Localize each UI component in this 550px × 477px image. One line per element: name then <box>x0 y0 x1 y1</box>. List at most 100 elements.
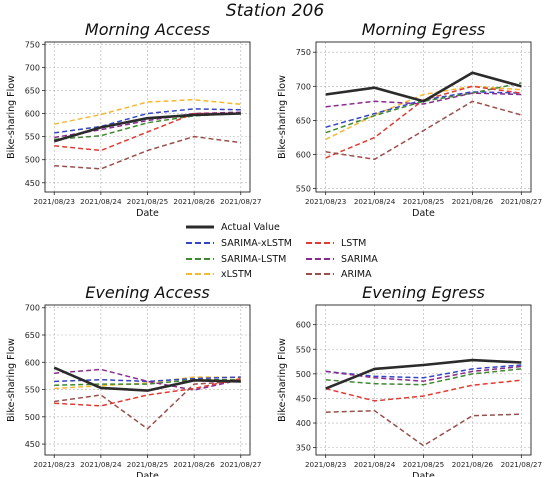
series-line-actual-value <box>53 112 241 143</box>
x-tick-label: 2021/08/26 <box>452 197 494 206</box>
plot-frame <box>315 304 532 456</box>
legend-label-xlstm: xLSTM <box>221 268 252 280</box>
legend-item-xlstm: xLSTM <box>186 267 252 281</box>
x-tick-label: 2021/08/24 <box>80 460 122 469</box>
series-line-xlstm <box>325 85 522 141</box>
series-line-xlstm <box>54 376 241 390</box>
legend-swatch-arima <box>306 273 334 275</box>
x-tick-label: 2021/08/27 <box>501 460 542 469</box>
series-line-actual-value <box>325 358 522 390</box>
x-axis-label: Date <box>136 208 159 219</box>
x-tick-label: 2021/08/23 <box>34 460 75 469</box>
y-tick-label: 600 <box>296 151 311 160</box>
legend-swatch-xlstm <box>186 273 214 275</box>
legend-item-lstm: LSTM <box>306 236 366 250</box>
y-tick-label: 550 <box>296 185 311 194</box>
x-tick-label: 2021/08/24 <box>354 460 396 469</box>
y-tick-label: 500 <box>25 413 40 422</box>
legend: Actual Value SARIMA-xLSTM SARIMA-LSTM xL… <box>182 218 402 280</box>
y-tick-label: 700 <box>25 304 40 313</box>
y-axis-label: Bike-sharing Flow <box>6 75 17 159</box>
series-line-sarima-xlstm <box>54 376 241 383</box>
y-tick-label: 400 <box>296 419 311 428</box>
figure-title: Station 206 <box>225 1 325 21</box>
legend-label-sarima-lstm: SARIMA-LSTM <box>221 253 287 265</box>
legend-swatch-actual-value <box>186 225 214 229</box>
y-axis-label: Bike-sharing Flow <box>277 338 288 422</box>
y-tick-label: 650 <box>25 86 40 95</box>
x-tick-label: 2021/08/24 <box>80 197 122 206</box>
y-tick-label: 450 <box>25 440 40 449</box>
x-axis-label: Date <box>136 471 159 477</box>
x-tick-label: 2021/08/23 <box>34 197 75 206</box>
series-line-actual-value <box>53 366 241 392</box>
panel-evening-access: 450 500 550 600 650 700 2021/08/23 2021/08/24 20… <box>6 283 261 477</box>
y-tick-label: 550 <box>296 345 311 354</box>
legend-item-sarima-lstm: SARIMA-LSTM <box>186 252 286 266</box>
x-tick-label: 2021/08/25 <box>403 460 444 469</box>
y-tick-label: 550 <box>25 386 40 395</box>
y-tick-label: 650 <box>296 116 311 125</box>
series-line-arima <box>54 380 241 430</box>
legend-label-sarima: SARIMA <box>341 253 378 265</box>
legend-swatch-sarima-xlstm <box>186 242 214 244</box>
legend-item-sarima: SARIMA <box>306 252 378 266</box>
x-axis-label: Date <box>412 471 435 477</box>
legend-item-arima: ARIMA <box>306 267 372 281</box>
y-tick-label: 700 <box>296 82 311 91</box>
plot-frame <box>315 41 532 193</box>
legend-swatch-sarima-lstm <box>186 258 214 260</box>
x-tick-label: 2021/08/26 <box>173 460 215 469</box>
series-line-arima <box>54 135 241 170</box>
series-line-arima <box>325 100 522 161</box>
y-tick-label: 600 <box>25 358 40 367</box>
legend-item-actual-value: Actual Value <box>186 220 280 234</box>
panel-morning-access: 450 500 550 600 650 700 750 2021/08/23 2021/08/2… <box>6 20 261 219</box>
legend-label-arima: ARIMA <box>341 268 372 280</box>
x-tick-label: 2021/08/27 <box>501 197 542 206</box>
x-tick-label: 2021/08/26 <box>452 460 494 469</box>
chart-title: Morning Egress <box>362 20 486 39</box>
legend-swatch-sarima <box>306 258 334 260</box>
y-axis-label: Bike-sharing Flow <box>6 338 17 422</box>
y-tick-label: 500 <box>296 370 311 379</box>
y-tick-label: 750 <box>296 48 311 57</box>
series-line-sarima-lstm <box>325 368 522 386</box>
x-tick-label: 2021/08/27 <box>220 460 261 469</box>
x-tick-label: 2021/08/25 <box>403 197 444 206</box>
x-tick-label: 2021/08/24 <box>354 197 396 206</box>
series-line-lstm <box>325 379 522 402</box>
y-tick-label: 500 <box>25 156 40 165</box>
y-tick-label: 600 <box>296 321 311 330</box>
y-tick-label: 450 <box>296 394 311 403</box>
x-tick-label: 2021/08/25 <box>127 197 168 206</box>
x-tick-label: 2021/08/26 <box>173 197 215 206</box>
plot-frame <box>44 304 251 456</box>
x-tick-label: 2021/08/23 <box>305 460 346 469</box>
panel-morning-egress: 550 600 650 700 750 2021/08/23 2021/08/24 2021/… <box>277 20 542 219</box>
y-tick-label: 750 <box>25 40 40 49</box>
y-axis-label: Bike-sharing Flow <box>277 75 288 159</box>
legend-label-sarima-xlstm: SARIMA-xLSTM <box>221 237 292 249</box>
x-tick-label: 2021/08/25 <box>127 460 168 469</box>
y-tick-label: 650 <box>25 331 40 340</box>
y-tick-label: 600 <box>25 110 40 119</box>
chart-title: Morning Access <box>85 20 210 39</box>
series-line-arima <box>325 409 522 447</box>
x-tick-label: 2021/08/27 <box>220 197 261 206</box>
legend-label-actual-value: Actual Value <box>221 221 280 233</box>
legend-label-lstm: LSTM <box>341 237 367 249</box>
y-tick-label: 450 <box>25 179 40 188</box>
x-axis-label: Date <box>412 208 435 219</box>
chart-title: Evening Access <box>85 283 209 302</box>
legend-swatch-lstm <box>306 242 334 244</box>
x-tick-label: 2021/08/23 <box>305 197 346 206</box>
legend-item-sarima-xlstm: SARIMA-xLSTM <box>186 236 292 250</box>
series-line-sarima-lstm <box>325 82 522 134</box>
y-tick-label: 700 <box>25 63 40 72</box>
y-tick-label: 350 <box>296 444 311 453</box>
chart-title: Evening Egress <box>362 283 485 302</box>
series-line-sarima-xlstm <box>325 91 522 128</box>
y-tick-label: 550 <box>25 133 40 142</box>
